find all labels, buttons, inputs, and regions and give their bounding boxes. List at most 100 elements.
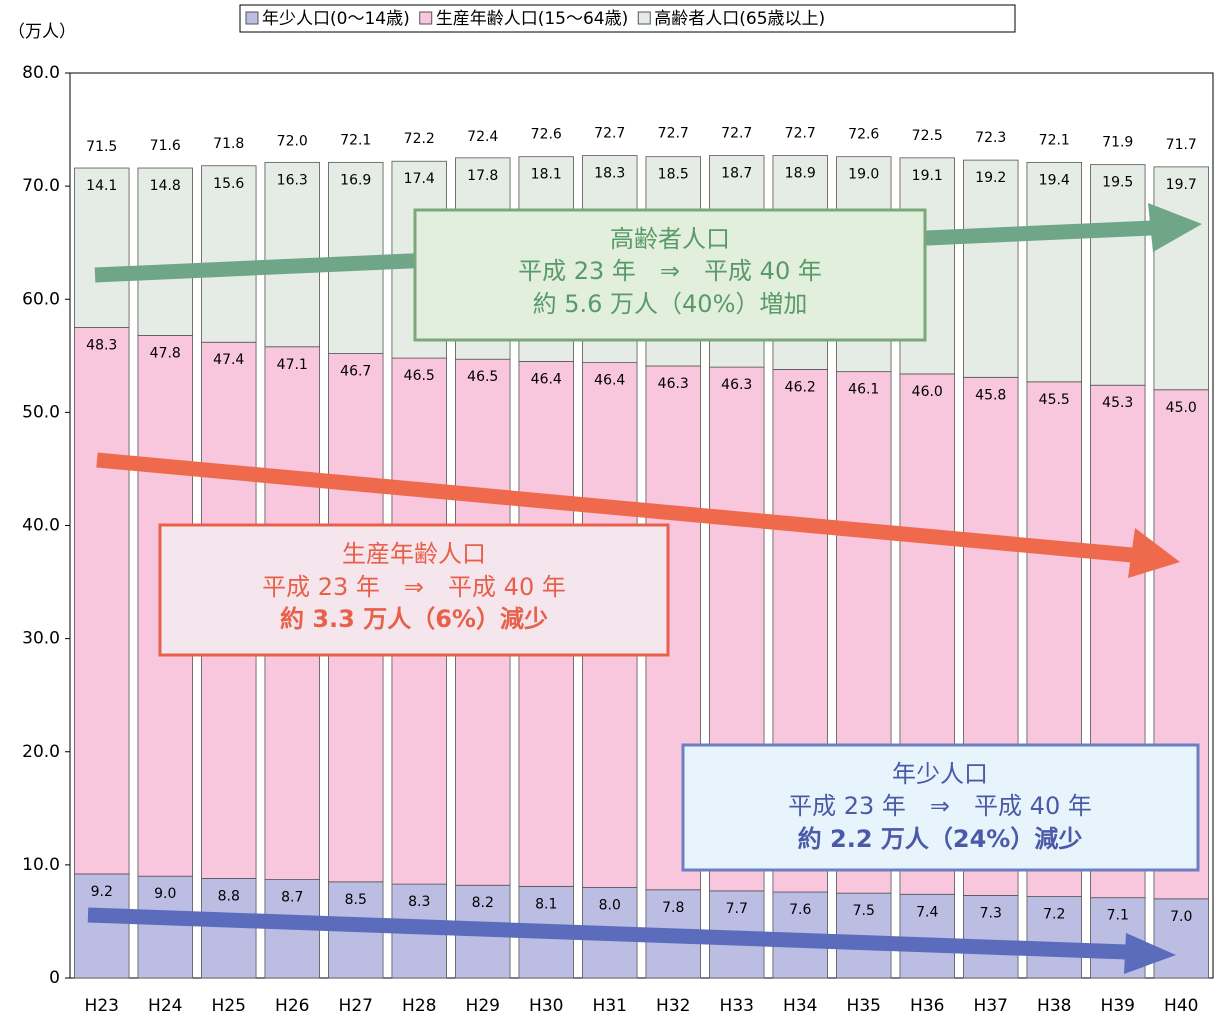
total-label: 71.5 — [86, 139, 117, 155]
x-tick-label: H38 — [1037, 996, 1071, 1016]
value-label: 8.3 — [408, 894, 430, 910]
total-label: 72.6 — [531, 127, 562, 143]
value-label: 48.3 — [86, 338, 117, 354]
value-label: 46.5 — [467, 369, 498, 385]
value-label: 9.2 — [91, 884, 113, 900]
total-label: 72.3 — [975, 130, 1006, 146]
x-tick-label: H31 — [593, 996, 627, 1016]
total-label: 72.7 — [721, 126, 752, 142]
value-label: 19.1 — [912, 168, 943, 184]
value-label: 18.9 — [785, 166, 816, 182]
x-tick-label: H25 — [212, 996, 246, 1016]
value-label: 17.8 — [467, 168, 498, 184]
bar-segment — [74, 873, 130, 979]
total-label: 72.1 — [340, 132, 371, 148]
x-tick-label: H27 — [339, 996, 373, 1016]
value-label: 45.0 — [1166, 400, 1197, 416]
value-label: 8.8 — [218, 888, 240, 904]
annotation-text: 生産年齢人口 — [342, 540, 486, 568]
arrow — [87, 907, 1128, 960]
x-tick-label: H29 — [466, 996, 500, 1016]
y-axis-label: （万人） — [8, 22, 76, 42]
value-label: 7.3 — [980, 905, 1002, 921]
value-label: 8.2 — [472, 895, 494, 911]
value-label: 47.1 — [277, 357, 308, 373]
annotation-text: 高齢者人口 — [610, 225, 730, 253]
x-tick-label: H39 — [1101, 996, 1135, 1016]
annotation-text: 年少人口 — [892, 760, 988, 788]
x-tick-label: H33 — [720, 996, 754, 1016]
legend-label: 年少人口(0～14歳) — [262, 9, 410, 29]
total-label: 72.5 — [912, 128, 943, 144]
annotation-box — [413, 208, 927, 342]
legend-label: 生産年齢人口(15～64歳) — [436, 9, 629, 29]
value-label: 46.7 — [340, 364, 371, 380]
x-tick-label: H37 — [974, 996, 1008, 1016]
total-label: 72.7 — [785, 126, 816, 142]
x-tick-label: H40 — [1164, 996, 1198, 1016]
total-label: 72.6 — [848, 127, 879, 143]
bar-segment — [264, 161, 320, 348]
value-label: 46.4 — [531, 371, 562, 387]
x-tick-label: H35 — [847, 996, 881, 1016]
value-label: 46.2 — [785, 379, 816, 395]
y-tick-label: 70.0 — [22, 176, 60, 196]
bar-segment — [963, 159, 1019, 378]
value-label: 14.8 — [150, 178, 181, 194]
bar-segment — [201, 165, 257, 343]
x-tick-label: H36 — [910, 996, 944, 1016]
value-label: 8.0 — [599, 898, 621, 914]
value-label: 7.0 — [1170, 909, 1192, 925]
total-label: 72.2 — [404, 131, 435, 147]
value-label: 14.1 — [86, 178, 117, 194]
annotation-box — [681, 743, 1200, 872]
bar-segment — [1090, 164, 1146, 386]
value-label: 47.4 — [213, 352, 244, 368]
value-label: 19.7 — [1166, 177, 1197, 193]
arrow-head — [1148, 203, 1202, 252]
arrow-head — [1124, 933, 1176, 974]
bar-segment — [74, 167, 130, 328]
value-label: 18.3 — [594, 166, 625, 182]
legend: 年少人口(0～14歳) 生産年齢人口(15～64歳) 高齢者人口(65歳以上) — [245, 9, 825, 29]
bar-segment — [74, 327, 130, 875]
annotation-text: 平成 23 年 ⇒ 平成 40 年 — [518, 257, 822, 285]
bar-segment — [137, 875, 193, 979]
y-tick-label: 30.0 — [22, 629, 60, 649]
bar-segment — [963, 895, 1019, 979]
total-label: 72.7 — [658, 126, 689, 142]
value-label: 16.3 — [277, 172, 308, 188]
y-tick-label: 40.0 — [22, 516, 60, 536]
x-tick-label: H28 — [402, 996, 436, 1016]
value-label: 7.4 — [916, 904, 938, 920]
y-tick-label: 10.0 — [22, 855, 60, 875]
legend-swatch — [637, 11, 651, 25]
value-label: 8.1 — [535, 896, 557, 912]
legend-swatch — [419, 11, 433, 25]
value-label: 46.3 — [658, 376, 689, 392]
value-label: 18.5 — [658, 167, 689, 183]
value-label: 19.4 — [1039, 172, 1070, 188]
arrow-head — [1128, 528, 1180, 578]
bar-segment — [1153, 166, 1209, 391]
total-label: 72.7 — [594, 126, 625, 142]
y-tick-label: 60.0 — [22, 289, 60, 309]
value-label: 19.5 — [1102, 175, 1133, 191]
x-tick-label: H30 — [529, 996, 563, 1016]
x-tick-label: H23 — [85, 996, 119, 1016]
value-label: 47.8 — [150, 345, 181, 361]
annotation-text: 約 3.3 万人（6%）減少 — [280, 605, 548, 633]
value-label: 18.7 — [721, 166, 752, 182]
x-tick-label: H26 — [275, 996, 309, 1016]
value-label: 7.8 — [662, 900, 684, 916]
annotation-text: 平成 23 年 ⇒ 平成 40 年 — [262, 573, 566, 601]
bar-segment — [1153, 898, 1209, 979]
value-label: 18.1 — [531, 167, 562, 183]
total-label: 71.9 — [1102, 135, 1133, 151]
legend-box — [239, 4, 1016, 33]
x-tick-label: H24 — [148, 996, 182, 1016]
legend-swatch — [245, 11, 259, 25]
y-tick-label: 80.0 — [22, 63, 60, 83]
value-label: 7.1 — [1107, 908, 1129, 924]
